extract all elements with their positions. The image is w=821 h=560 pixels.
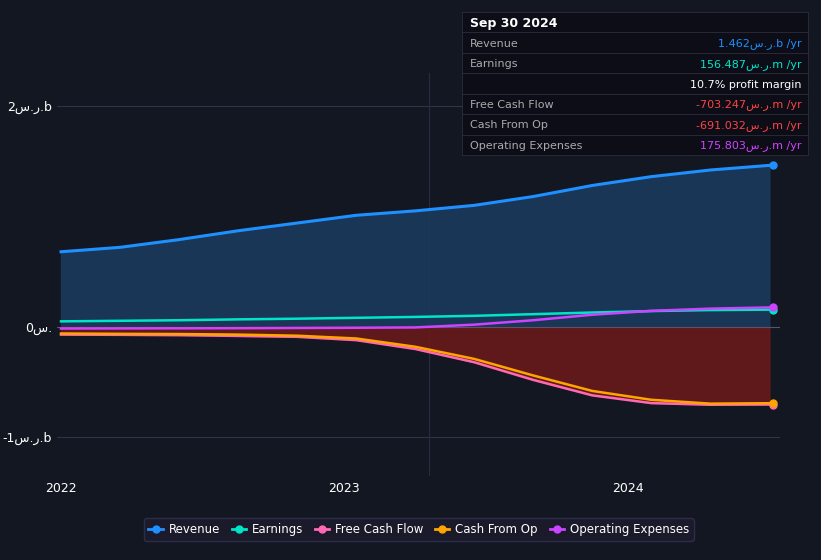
Text: Operating Expenses: Operating Expenses xyxy=(470,141,583,151)
Text: Earnings: Earnings xyxy=(470,59,519,69)
Legend: Revenue, Earnings, Free Cash Flow, Cash From Op, Operating Expenses: Revenue, Earnings, Free Cash Flow, Cash … xyxy=(144,518,694,540)
Text: 10.7% profit margin: 10.7% profit margin xyxy=(690,80,801,90)
Text: Sep 30 2024: Sep 30 2024 xyxy=(470,17,557,30)
Text: -691.032س.ر.m /yr: -691.032س.ر.m /yr xyxy=(696,120,801,131)
Text: -703.247س.ر.m /yr: -703.247س.ر.m /yr xyxy=(695,100,801,110)
Text: Free Cash Flow: Free Cash Flow xyxy=(470,100,554,110)
Text: 1.462س.ر.b /yr: 1.462س.ر.b /yr xyxy=(718,38,801,49)
Text: Cash From Op: Cash From Op xyxy=(470,120,548,130)
Text: 175.803س.ر.m /yr: 175.803س.ر.m /yr xyxy=(700,141,801,151)
Text: Revenue: Revenue xyxy=(470,39,519,49)
Text: 156.487س.ر.m /yr: 156.487س.ر.m /yr xyxy=(699,59,801,69)
